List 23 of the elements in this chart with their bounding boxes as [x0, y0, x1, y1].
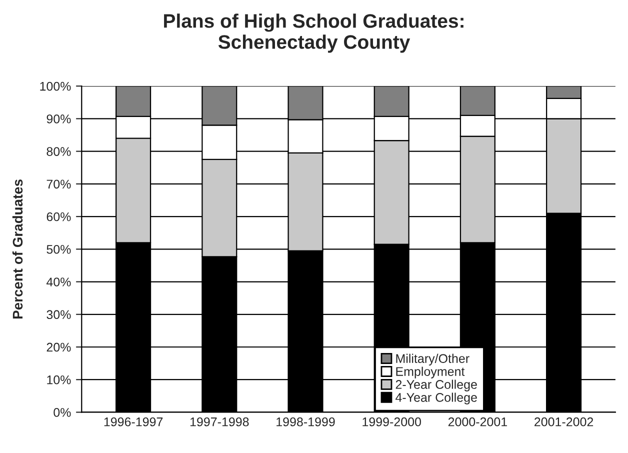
legend-label: Military/Other — [396, 354, 470, 366]
y-tick-label: 90% — [46, 114, 71, 124]
y-tick-label: 20% — [46, 342, 71, 352]
chart-title: Plans of High School Graduates: Schenectady County — [164, 14, 464, 53]
y-tick-label: 40% — [46, 278, 71, 286]
legend-label: Employment — [396, 366, 465, 378]
y-axis-title: Percent of Graduates — [12, 179, 23, 318]
y-tick-label: 100% — [40, 82, 71, 91]
y-tick-label: 0% — [54, 408, 71, 417]
x-tick-label: 1997-1998 — [190, 417, 249, 426]
y-tick-label: 80% — [46, 147, 71, 156]
x-tick-label: 2001-2002 — [534, 417, 594, 426]
y-tick-label: 60% — [46, 212, 71, 222]
y-tick-label: 30% — [46, 310, 71, 320]
legend-label: 2-Year College — [396, 380, 477, 392]
legend-label: 4-Year College — [396, 392, 477, 404]
x-tick-label: 1996-1997 — [104, 417, 163, 426]
y-tick-label: 10% — [47, 375, 71, 384]
y-tick-label: 70% — [46, 180, 71, 189]
x-tick-label: 1999-2000 — [362, 417, 421, 426]
y-tick-label: 50% — [46, 244, 71, 254]
x-tick-label: 2000-2001 — [448, 417, 507, 426]
x-tick-label: 1998-1999 — [276, 417, 335, 426]
